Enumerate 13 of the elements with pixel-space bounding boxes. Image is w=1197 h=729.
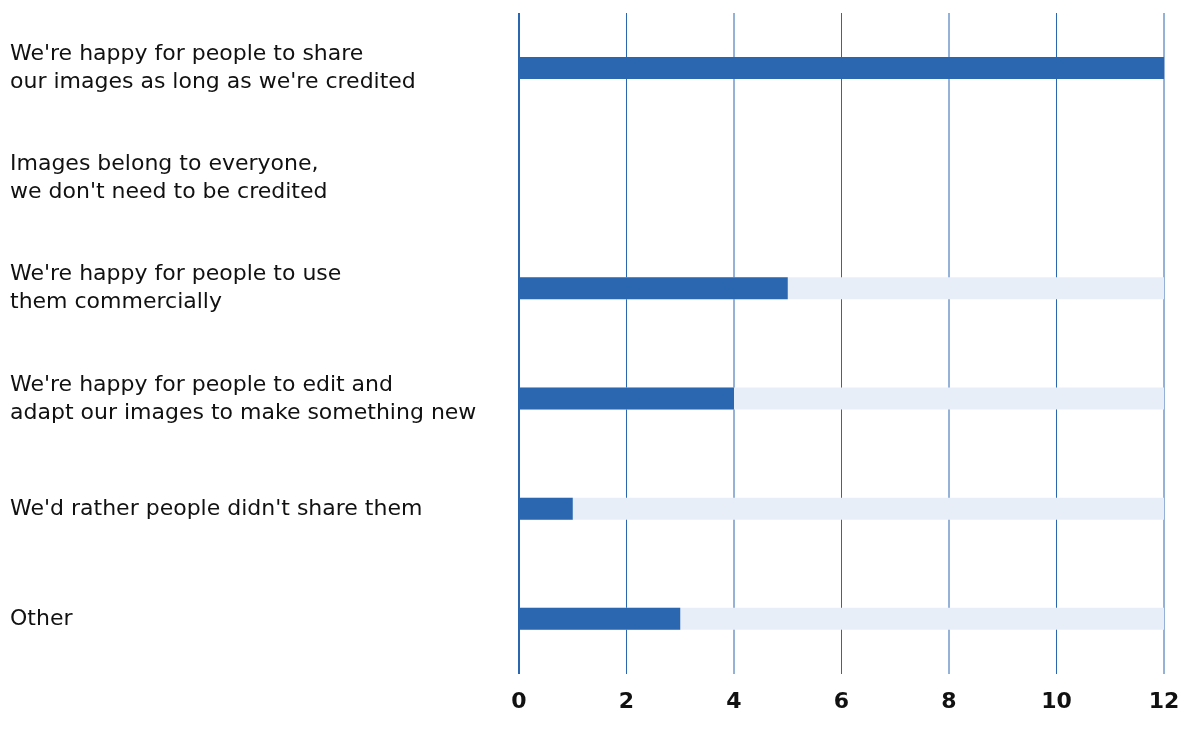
x-tick-label: 6 — [833, 687, 850, 713]
y-tick-label: We're happy for people to share our images as long as we're credited — [10, 40, 416, 94]
x-tick-label: 12 — [1148, 687, 1180, 713]
y-tick-label: We're happy for people to edit and adapt our images to make something new — [10, 370, 477, 424]
x-tick-label: 10 — [1041, 687, 1072, 713]
y-tick-label: We'd rather people didn't share them — [10, 494, 423, 520]
y-tick-label: We're happy for people to use them commercially — [10, 260, 342, 314]
x-tick-label: 2 — [618, 687, 635, 713]
x-tick-label: 8 — [941, 687, 957, 713]
x-tick-label: 4 — [726, 687, 742, 713]
x-tick-label: 0 — [511, 687, 527, 713]
y-tick-label: Other — [10, 604, 74, 630]
y-tick-label: Images belong to everyone, we don't need to be credited — [10, 150, 328, 204]
